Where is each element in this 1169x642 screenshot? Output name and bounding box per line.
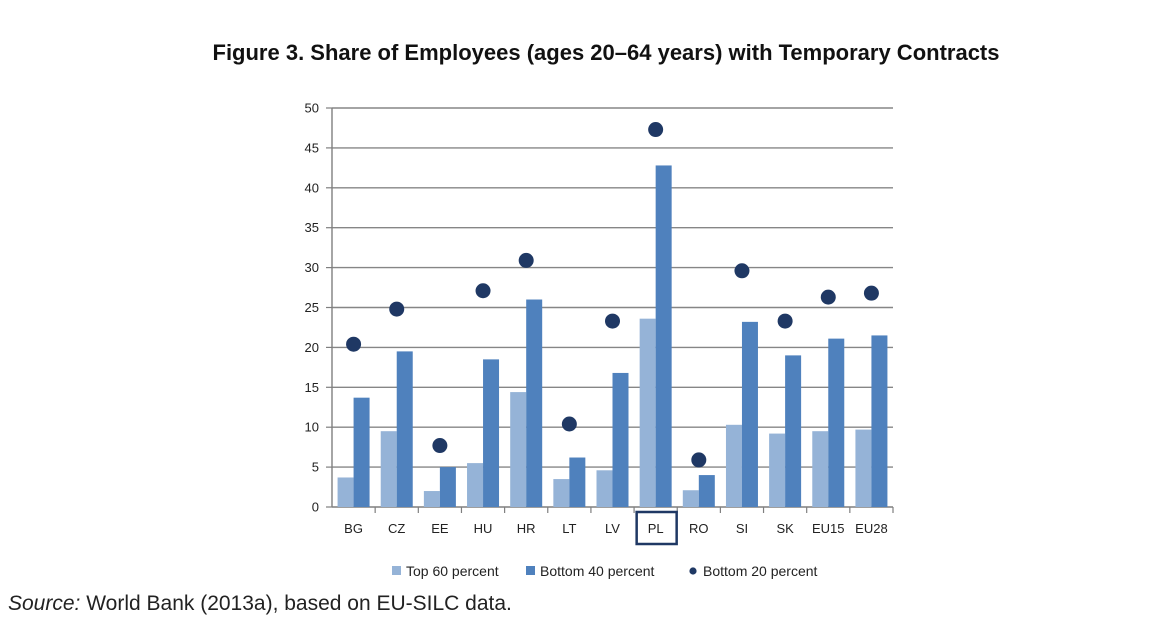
highlight-box — [635, 510, 678, 546]
x-tick-label: EE — [431, 521, 449, 536]
x-tick-label: SK — [776, 521, 794, 536]
bar-layer — [337, 165, 888, 507]
bar-bottom-40-percent-ee — [439, 467, 456, 507]
bar-bottom-40-percent-lv — [612, 372, 629, 507]
dot-bottom-20-percent-ro — [691, 452, 707, 468]
chart-title: Figure 3. Share of Employees (ages 20–64… — [212, 40, 1000, 65]
x-tick-label: HU — [474, 521, 493, 536]
x-tick-label: BG — [344, 521, 363, 536]
dot-bottom-20-percent-hr — [518, 252, 534, 268]
bar-top-60-percent-eu15 — [812, 431, 829, 507]
label-layer: 0 5 10 15 20 25 30 35 40 45 50 BG CZ EE HU HR LT LV PL RO SI… — [305, 101, 888, 546]
x-tick-label: EU28 — [855, 521, 888, 536]
dot-layer — [346, 122, 879, 468]
y-tick-label: 30 — [305, 260, 319, 275]
bar-bottom-40-percent-sk — [785, 355, 802, 507]
y-tick-label: 50 — [305, 101, 319, 116]
x-tick-label: RO — [689, 521, 709, 536]
source-text: World Bank (2013a), based on EU-SILC dat… — [80, 592, 512, 615]
y-tick-label: 20 — [305, 340, 319, 355]
bar-bottom-40-percent-eu28 — [871, 335, 888, 507]
legend-marker — [392, 566, 401, 575]
dot-bottom-20-percent-eu28 — [863, 285, 879, 301]
y-tick-label: 10 — [305, 420, 319, 435]
bar-bottom-40-percent-hr — [526, 299, 543, 507]
source-note: Source: World Bank (2013a), based on EU-… — [8, 592, 512, 616]
dot-bottom-20-percent-ee — [432, 438, 448, 454]
bar-top-60-percent-ro — [682, 490, 699, 507]
bar-top-60-percent-ee — [423, 491, 440, 507]
bar-top-60-percent-hu — [467, 463, 484, 507]
legend: Top 60 percent Bottom 40 percent Bottom 20… — [392, 563, 818, 579]
y-tick-label: 40 — [305, 180, 319, 195]
bar-top-60-percent-si — [725, 424, 742, 507]
dot-bottom-20-percent-pl — [648, 122, 664, 138]
bar-top-60-percent-sk — [769, 433, 786, 507]
legend-marker — [689, 567, 697, 575]
bar-top-60-percent-cz — [380, 431, 397, 507]
bar-top-60-percent-hr — [510, 392, 527, 507]
legend-marker — [526, 566, 535, 575]
x-tick-label: SI — [736, 521, 748, 536]
x-tick-label: CZ — [388, 521, 405, 536]
dot-bottom-20-percent-lt — [561, 416, 577, 432]
x-tick-label: LT — [562, 521, 576, 536]
bar-bottom-40-percent-bg — [353, 397, 370, 507]
source-lead: Source: — [8, 592, 81, 615]
y-tick-label: 15 — [305, 380, 319, 395]
bar-top-60-percent-lv — [596, 470, 613, 507]
dot-bottom-20-percent-si — [734, 263, 750, 279]
dot-bottom-20-percent-hu — [475, 283, 491, 299]
bar-top-60-percent-eu28 — [855, 429, 872, 507]
x-tick-label: LV — [605, 521, 620, 536]
y-tick-label: 0 — [312, 500, 319, 515]
x-tick-label: PL — [648, 521, 664, 536]
y-tick-label: 45 — [305, 140, 319, 155]
x-tick-label: EU15 — [812, 521, 845, 536]
x-tick-label: HR — [517, 521, 536, 536]
bar-top-60-percent-bg — [337, 477, 354, 507]
dot-bottom-20-percent-eu15 — [820, 289, 836, 305]
y-tick-label: 25 — [305, 300, 319, 315]
axis-layer — [326, 107, 894, 513]
dot-bottom-20-percent-bg — [346, 336, 362, 352]
dot-bottom-20-percent-lv — [605, 313, 620, 329]
bar-top-60-percent-pl — [639, 318, 656, 507]
legend-label: Bottom 40 percent — [540, 563, 655, 579]
bar-top-60-percent-lt — [553, 479, 570, 507]
y-tick-label: 35 — [305, 220, 319, 235]
chart: 0 5 10 15 20 25 30 35 40 45 50 BG CZ EE HU HR LT LV PL RO SI… — [305, 101, 894, 579]
dot-bottom-20-percent-sk — [777, 313, 793, 329]
y-tick-label: 5 — [312, 460, 319, 475]
bar-bottom-40-percent-cz — [396, 351, 413, 507]
bar-bottom-40-percent-lt — [569, 457, 586, 507]
legend-label: Bottom 20 percent — [703, 563, 818, 579]
bar-bottom-40-percent-ro — [698, 475, 715, 507]
legend-label: Top 60 percent — [406, 563, 499, 579]
bar-bottom-40-percent-hu — [483, 359, 500, 507]
bar-bottom-40-percent-eu15 — [828, 338, 845, 507]
dot-bottom-20-percent-cz — [389, 301, 405, 317]
bar-bottom-40-percent-pl — [655, 165, 672, 507]
bar-bottom-40-percent-si — [741, 321, 758, 507]
